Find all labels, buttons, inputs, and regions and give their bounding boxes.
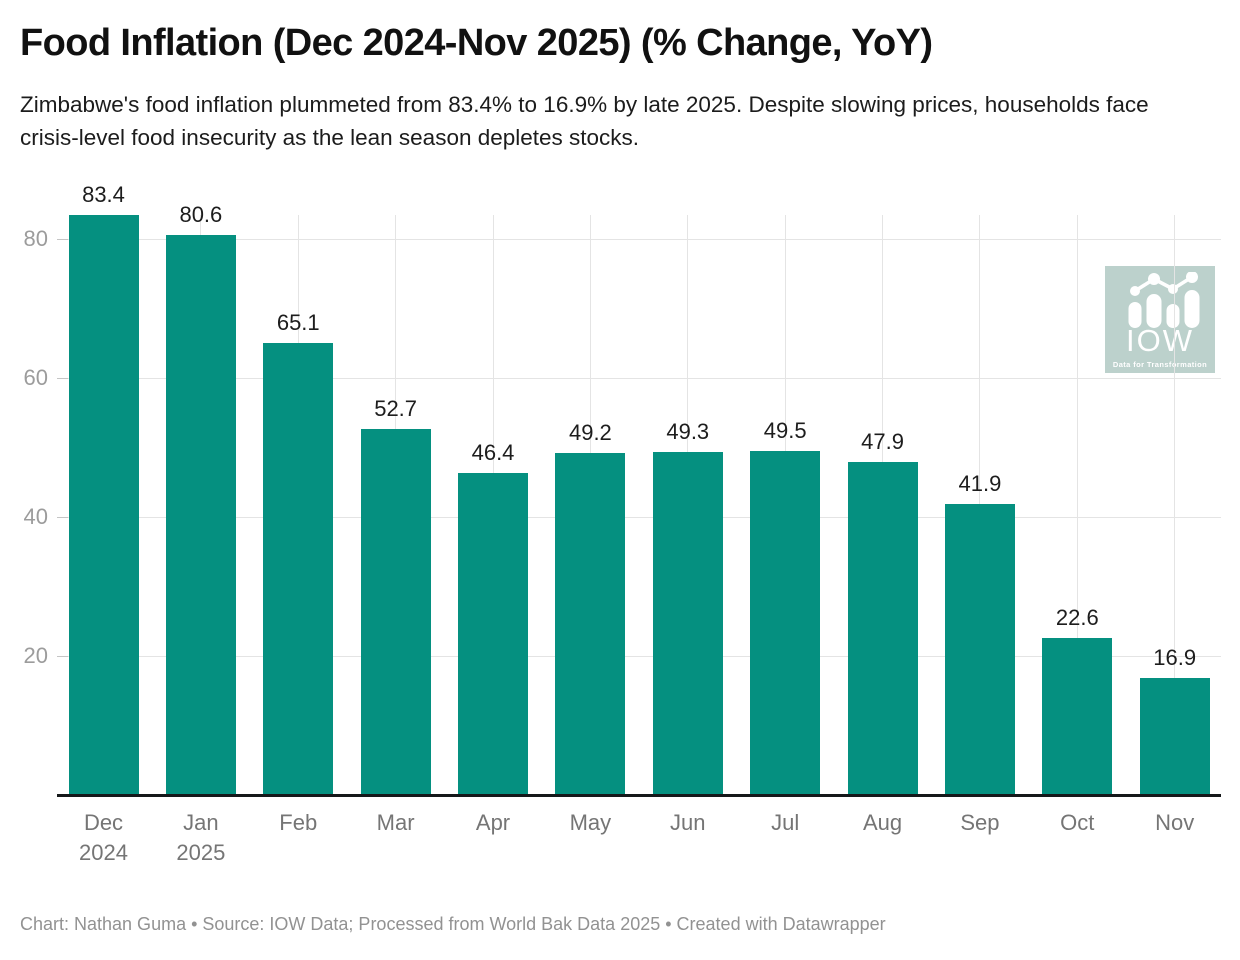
- chart-title: Food Inflation (Dec 2024-Nov 2025) (% Ch…: [20, 22, 933, 64]
- x-tick-label-jul: Jul: [730, 808, 840, 838]
- bar-value-label: 49.5: [763, 418, 807, 443]
- bar-value-label: 47.9: [861, 429, 904, 454]
- x-tick-label-line: Jul: [771, 810, 800, 835]
- x-tick-label-oct: Oct: [1022, 808, 1132, 838]
- x-tick-label-line: Jan: [183, 810, 219, 835]
- bar-value-label: 80.6: [179, 202, 223, 227]
- bar-value-label: 49.2: [568, 420, 612, 445]
- bar-jan: [165, 235, 236, 795]
- bar-value-label: 41.9: [958, 471, 1002, 496]
- x-tick-label-line: Oct: [1060, 810, 1095, 835]
- bar-oct: [1042, 638, 1113, 795]
- y-tick-label-80: 80: [23, 226, 48, 251]
- x-tick-label-line: May: [569, 810, 612, 835]
- bar-value-label: 49.3: [666, 419, 710, 444]
- y-gridline-20: [57, 655, 1221, 657]
- x-tick-label-sep: Sep: [925, 808, 1035, 838]
- x-tick-label-mar: Mar: [341, 808, 451, 838]
- y-tickmark-40: [57, 516, 68, 518]
- iow-logo-watermark: IOW Data for Transformation: [1105, 266, 1215, 373]
- y-gridline-40: [57, 516, 1221, 518]
- y-gridline-80: [57, 238, 1221, 240]
- x-gridline-10: [1076, 215, 1078, 795]
- bar-feb: [263, 343, 334, 795]
- x-axis-line: [57, 793, 1221, 797]
- iow-logo-chart-icon: [1128, 272, 1200, 328]
- x-tick-label-may: May: [535, 808, 645, 838]
- y-tickmark-60: [57, 377, 68, 379]
- x-tick-label-jan: Jan 2025: [146, 808, 256, 868]
- bar-value-label: 46.4: [471, 440, 515, 465]
- bar-value-label: 52.7: [374, 396, 418, 421]
- x-tick-label-line: Nov: [1155, 810, 1195, 835]
- y-tickmark-20: [57, 655, 68, 657]
- bar-jul: [750, 451, 821, 795]
- chart-subtitle: Zimbabwe's food inflation plummeted from…: [20, 92, 1149, 150]
- bar-value-label: 16.9: [1153, 645, 1197, 670]
- x-tick-label-nov: Nov: [1120, 808, 1230, 838]
- x-tick-label-line: Aug: [862, 810, 903, 835]
- bar-apr: [458, 473, 529, 795]
- x-tick-label-line: Sep: [960, 810, 1000, 835]
- x-tick-label-aug: Aug: [828, 808, 938, 838]
- bar-jun: [652, 452, 723, 795]
- y-tick-label-20: 20: [23, 643, 48, 668]
- x-tick-label-line: Feb: [279, 810, 318, 835]
- iow-logo-text: IOW: [1126, 323, 1194, 358]
- bar-sep: [944, 504, 1015, 795]
- y-gridline-60: [57, 377, 1221, 379]
- iow-logo-tagline: Data for Transformation: [1112, 360, 1208, 369]
- x-tick-label-dec: Dec 2024: [49, 808, 159, 868]
- y-tick-label-40: 40: [23, 504, 48, 529]
- x-tick-label-apr: Apr: [438, 808, 548, 838]
- y-tick-label-60: 60: [23, 365, 48, 390]
- x-tick-label-line: Jun: [670, 810, 706, 835]
- x-tick-label-feb: Feb: [243, 808, 353, 838]
- chart-footer: Chart: Nathan Guma • Source: IOW Data; P…: [20, 914, 886, 934]
- x-tick-label-line: 2025: [176, 840, 226, 865]
- x-tick-label-line: Dec: [83, 810, 124, 835]
- bar-mar: [360, 429, 431, 795]
- bar-value-label: 65.1: [276, 310, 320, 335]
- x-tick-label-line: 2024: [79, 840, 128, 865]
- x-tick-label-jun: Jun: [633, 808, 743, 838]
- bar-dec: [68, 215, 139, 795]
- x-gridline-11: [1174, 215, 1176, 795]
- x-tick-label-line: Apr: [475, 810, 511, 835]
- bar-nov: [1139, 678, 1210, 795]
- x-tick-label-line: Mar: [376, 810, 415, 835]
- bar-may: [555, 453, 626, 795]
- bar-value-label: 22.6: [1055, 605, 1099, 630]
- bar-aug: [847, 462, 918, 795]
- bar-value-label: 83.4: [82, 182, 125, 207]
- y-tickmark-80: [57, 238, 68, 240]
